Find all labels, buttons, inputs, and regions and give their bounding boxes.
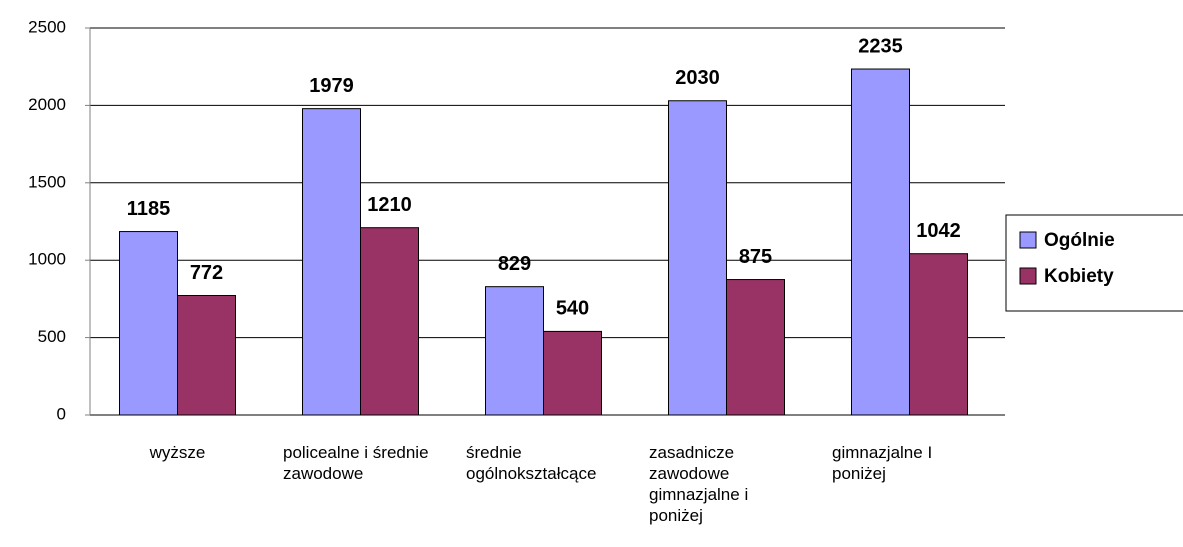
bar <box>360 227 419 416</box>
bar <box>851 68 910 416</box>
legend-swatch <box>1019 267 1037 285</box>
y-tick-label: 2000 <box>28 95 66 114</box>
y-tick-label: 500 <box>38 327 66 346</box>
y-tick-label: 1500 <box>28 172 66 191</box>
data-label: 540 <box>556 298 589 320</box>
y-tick-label: 2500 <box>28 17 66 36</box>
x-tick-label: wyższe <box>149 443 206 462</box>
bar <box>177 294 236 416</box>
bar <box>119 231 178 416</box>
x-tick-label: zasadnicze zawodowe gimnazjalne i poniże… <box>649 443 749 525</box>
data-label: 875 <box>739 246 772 268</box>
x-tick-label: średnie ogólnokształcące <box>466 443 597 483</box>
x-tick-label: gimnazjalne I poniżej <box>832 443 933 483</box>
data-label: 2235 <box>858 35 903 57</box>
legend-label: Kobiety <box>1044 266 1114 287</box>
bar <box>485 286 544 416</box>
y-tick-label: 1000 <box>28 250 66 269</box>
bar <box>543 330 602 416</box>
data-label: 829 <box>498 253 531 275</box>
data-label: 1210 <box>367 194 412 216</box>
bar <box>302 108 361 416</box>
data-label: 772 <box>190 262 223 284</box>
bar <box>726 279 785 416</box>
data-label: 1042 <box>916 220 961 242</box>
bar <box>909 253 968 416</box>
data-label: 1979 <box>309 75 354 97</box>
y-tick-label: 0 <box>57 404 66 423</box>
data-label: 1185 <box>127 198 170 220</box>
bar <box>668 100 727 416</box>
legend-label: Ogólnie <box>1044 230 1115 251</box>
legend-swatch <box>1019 231 1037 249</box>
data-label: 2030 <box>675 67 720 89</box>
legend-box <box>1005 214 1183 312</box>
x-tick-label: policealne i średnie zawodowe <box>283 443 429 483</box>
